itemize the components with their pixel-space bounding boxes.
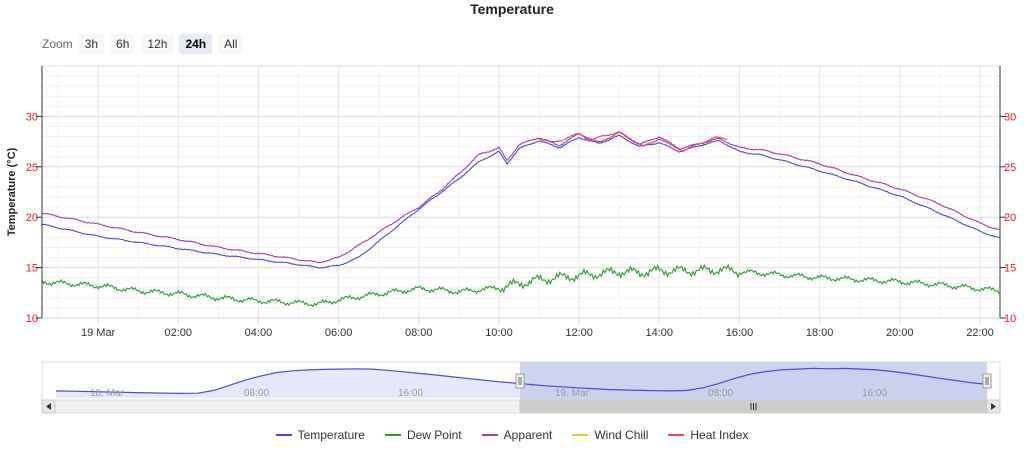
x-tick-label: 18:00 — [806, 327, 834, 339]
legend-label-heat-index: Heat Index — [690, 428, 749, 442]
y-tick-label-left: 25 — [26, 162, 38, 174]
x-tick-label: 19 Mar — [81, 327, 116, 339]
x-tick-label: 08:00 — [405, 327, 433, 339]
navigator-time-label: 08:00 — [708, 388, 733, 399]
legend-swatch-apparent — [481, 434, 498, 436]
y-tick-label-right: 15 — [1004, 263, 1016, 275]
zoom-12h-button[interactable]: 12h — [141, 34, 174, 54]
x-tick-label: 10:00 — [485, 327, 513, 339]
x-tick-label: 14:00 — [646, 327, 674, 339]
chart-legend: Temperature Dew Point Apparent Wind Chil… — [0, 428, 1024, 442]
y-tick-label-left: 15 — [26, 263, 38, 275]
y-tick-label-left: 30 — [26, 111, 38, 123]
legend-item-wind-chill[interactable]: Wind Chill — [572, 428, 648, 442]
x-tick-label: 20:00 — [886, 327, 914, 339]
x-tick-label: 12:00 — [565, 327, 593, 339]
scroll-left-arrow-icon — [46, 403, 51, 410]
zoom-3h-button[interactable]: 3h — [78, 34, 105, 54]
zoom-label: Zoom — [42, 37, 73, 51]
y-tick-label-right: 25 — [1004, 162, 1016, 174]
navigator-selected-range[interactable] — [520, 362, 987, 400]
series-line-heat-index — [538, 130, 727, 153]
legend-swatch-temperature — [275, 434, 292, 436]
temperature-chart: 10 10 15 15 20 20 25 25 30 30 19 Mar 02:00 04:00 06:… — [6, 65, 1016, 414]
x-tick-label: 06:00 — [325, 327, 353, 339]
navigator-time-label: 16:00 — [398, 388, 423, 399]
legend-label-dew-point: Dew Point — [406, 428, 462, 442]
plot-background — [42, 66, 1000, 318]
series-line-dew-point — [41, 263, 1000, 308]
navigator-time-label: 08:00 — [244, 388, 269, 399]
navigator-date-label: 19. Mar — [555, 388, 590, 399]
navigator-handle-left[interactable] — [515, 373, 525, 389]
zoom-all-button[interactable]: All — [218, 34, 244, 54]
y-axis-title: Temperature (°C) — [6, 147, 18, 236]
scrollbar-grip-icon — [750, 403, 757, 410]
zoom-6h-button[interactable]: 6h — [110, 34, 136, 54]
x-tick-label: 22:00 — [966, 327, 994, 339]
legend-item-apparent[interactable]: Apparent — [481, 428, 553, 442]
x-tick-label: 04:00 — [245, 327, 273, 339]
series-line-temperature — [41, 134, 1000, 269]
legend-label-temperature: Temperature — [297, 428, 365, 442]
y-tick-label-left: 20 — [26, 212, 38, 224]
legend-label-apparent: Apparent — [503, 428, 553, 442]
navigator-time-label: 16:00 — [862, 388, 887, 399]
x-tick-label: 02:00 — [165, 327, 193, 339]
zoom-controls: Zoom 3h 6h 12h 24h All — [42, 34, 249, 54]
y-tick-label-right: 20 — [1004, 212, 1016, 224]
series-line-apparent — [41, 130, 1000, 264]
y-tick-label-right: 30 — [1004, 111, 1016, 123]
zoom-24h-button[interactable]: 24h — [179, 34, 213, 54]
legend-swatch-heat-index — [668, 434, 685, 436]
legend-label-wind-chill: Wind Chill — [594, 428, 649, 442]
legend-item-temperature[interactable]: Temperature — [275, 428, 365, 442]
y-tick-label-left: 10 — [26, 313, 38, 325]
navigator-handle-right[interactable] — [982, 373, 992, 389]
scroll-right-arrow-icon — [991, 403, 996, 410]
chart-title: Temperature — [470, 1, 554, 17]
navigator-date-label: 18. Mar — [90, 388, 125, 399]
legend-swatch-wind-chill — [572, 434, 589, 436]
x-tick-label: 16:00 — [726, 327, 754, 339]
legend-swatch-dew-point — [384, 434, 401, 436]
legend-item-heat-index[interactable]: Heat Index — [668, 428, 748, 442]
y-tick-label-right: 10 — [1004, 313, 1016, 325]
legend-item-dew-point[interactable]: Dew Point — [384, 428, 462, 442]
